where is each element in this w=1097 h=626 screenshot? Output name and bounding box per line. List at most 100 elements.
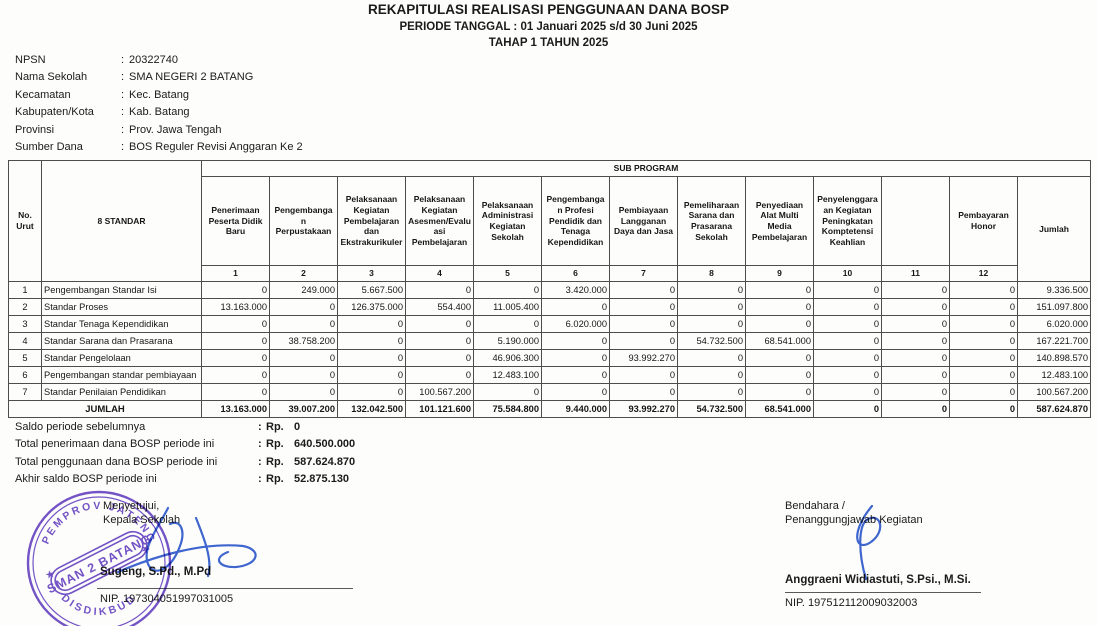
cell-value: 0	[541, 366, 610, 384]
col-number-9: 9	[745, 265, 814, 282]
cell-value: 0	[813, 281, 882, 299]
cell-value: 0	[813, 315, 882, 333]
cell-value: 0	[609, 366, 678, 384]
summary-label: Total penggunaan dana BOSP periode ini	[15, 455, 218, 468]
total-value: 101.121.600	[405, 400, 474, 418]
cell-value: 0	[745, 315, 814, 333]
total-value: 39.007.200	[269, 400, 338, 418]
cell-value: 0	[405, 349, 474, 367]
row-total: 12.483.100	[1016, 366, 1092, 384]
summary-colon: :	[258, 473, 262, 486]
meta-label: NPSN	[15, 54, 46, 66]
col-number-5: 5	[473, 265, 542, 282]
table-row-5: 5 Standar Pengelolaan 0 0 0 0 46.906.300 0 93.99…	[8, 349, 1092, 367]
report-title: REKAPITULASI REALISASI PENGGUNAAN DANA B…	[367, 2, 730, 17]
row-name: Standar Sarana dan Prasarana	[41, 332, 202, 350]
col-header-10: Penyelenggaraan Kegiatan Peningkatan Kom…	[813, 176, 882, 266]
cell-value: 0	[677, 366, 746, 384]
summary-label: Saldo periode sebelumnya	[15, 421, 146, 433]
cell-value: 0	[745, 366, 814, 384]
col-header-1: Penerimaan Peserta Didik Baru	[201, 176, 270, 266]
col-header-4: Pelaksanaan Kegiatan Asesmen/Evaluasi Pe…	[405, 176, 474, 266]
table-row-4: 4 Standar Sarana dan Prasarana 0 38.758.200…	[8, 332, 1092, 350]
cell-value: 93.992.270	[609, 349, 678, 367]
row-number: 5	[8, 349, 42, 367]
summary-row: Total penerimaan dana BOSP periode ini: R…	[15, 438, 355, 455]
right-signer-nip: NIP. 197512112009032003	[785, 597, 918, 609]
total-value: 13.163.000	[201, 400, 270, 418]
summary-value: 52.875.130	[294, 473, 350, 486]
cell-value: 11.005.400	[473, 298, 542, 316]
col-number-11: 11	[881, 265, 950, 282]
cell-value: 0	[201, 366, 270, 384]
report-stage: TAHAP 1 TAHUN 2025	[488, 36, 609, 49]
cell-value: 46.906.300	[473, 349, 542, 367]
row-name: Pengembangan standar pembiayaan	[41, 366, 202, 384]
cell-value: 0	[609, 383, 678, 401]
col-header-2: Pengembangan Perpustakaan	[269, 176, 338, 266]
row-name: Pengembangan Standar Isi	[41, 281, 202, 299]
grand-total: 587.624.870	[1016, 400, 1092, 418]
col-header-no-urut: No. Urut	[8, 160, 42, 282]
right-signature-role-line2: Penanggungjawab Kegiatan	[785, 514, 923, 526]
summary-colon: :	[258, 438, 262, 451]
row-name: Standar Proses	[41, 298, 202, 316]
cell-value: 0	[201, 315, 270, 333]
meta-colon: :	[121, 54, 125, 66]
cell-value: 0	[881, 332, 950, 350]
cell-value: 0	[201, 349, 270, 367]
meta-value: Prov. Jawa Tengah	[129, 123, 222, 136]
cell-value: 0	[269, 315, 338, 333]
summary-row: Akhir saldo BOSP periode ini: Rp. 52.875.1…	[15, 473, 355, 490]
cell-value: 0	[337, 383, 406, 401]
cell-value: 0	[269, 298, 338, 316]
cell-value: 0	[813, 298, 882, 316]
total-value: 9.440.000	[541, 400, 610, 418]
row-name: Standar Penilaian Pendidikan	[41, 383, 202, 401]
row-total: 140.898.570	[1016, 349, 1092, 367]
cell-value: 0	[881, 281, 950, 299]
col-number-1: 1	[201, 265, 270, 282]
total-value: 75.584.800	[473, 400, 542, 418]
cell-value: 0	[949, 315, 1018, 333]
cell-value: 0	[337, 332, 406, 350]
summary-block: Saldo periode sebelumnya: Rp. 0 Total pener…	[15, 421, 355, 491]
cell-value: 249.000	[269, 281, 338, 299]
meta-row: Kabupaten/Kota: Kab. Batang	[15, 106, 303, 123]
table-row-6: 6 Pengembangan standar pembiayaan 0 0 0 0 12.4…	[8, 366, 1092, 384]
summary-value: 0	[294, 421, 301, 433]
summary-colon: :	[258, 455, 262, 468]
col-number-4: 4	[405, 265, 474, 282]
cell-value: 0	[881, 298, 950, 316]
meta-colon: :	[121, 106, 125, 119]
row-total: 167.221.700	[1016, 332, 1092, 350]
school-meta-block: NPSN:20322740 Nama Sekolah: SMA NEGERI 2 B…	[15, 54, 303, 158]
row-number: 1	[8, 281, 42, 299]
stamp-center-text: SMAN 2 BATANG	[45, 531, 154, 596]
meta-label: Sumber Dana	[15, 140, 83, 153]
meta-colon: :	[121, 88, 125, 101]
cell-value: 0	[201, 332, 270, 350]
col-number-7: 7	[609, 265, 678, 282]
row-name: Standar Tenaga Kependidikan	[41, 315, 202, 333]
col-header-11	[881, 176, 950, 266]
right-signature-role: Bendahara / Penanggungjawab Kegiatan	[785, 499, 923, 527]
meta-value: Kab. Batang	[129, 106, 190, 119]
col-header-12: Pembayaran Honor	[949, 176, 1018, 266]
meta-colon: :	[121, 71, 125, 84]
sub-program-header: SUB PROGRAM	[200, 160, 1092, 177]
cell-value: 0	[881, 349, 950, 367]
cell-value: 0	[337, 349, 406, 367]
row-number: 3	[8, 315, 42, 333]
total-value: 0	[881, 400, 950, 418]
col-number-8: 8	[677, 265, 746, 282]
summary-colon: :	[258, 421, 262, 433]
table-row-7: 7 Standar Penilaian Pendidikan 0 0 0 100.567.…	[8, 383, 1092, 401]
cell-value: 0	[745, 298, 814, 316]
row-number: 7	[8, 383, 42, 401]
cell-value: 12.483.100	[473, 366, 542, 384]
cell-value: 0	[609, 281, 678, 299]
col-number-12: 12	[949, 265, 1018, 282]
row-total: 100.567.200	[1016, 383, 1092, 401]
summary-currency: Rp.	[266, 455, 284, 468]
